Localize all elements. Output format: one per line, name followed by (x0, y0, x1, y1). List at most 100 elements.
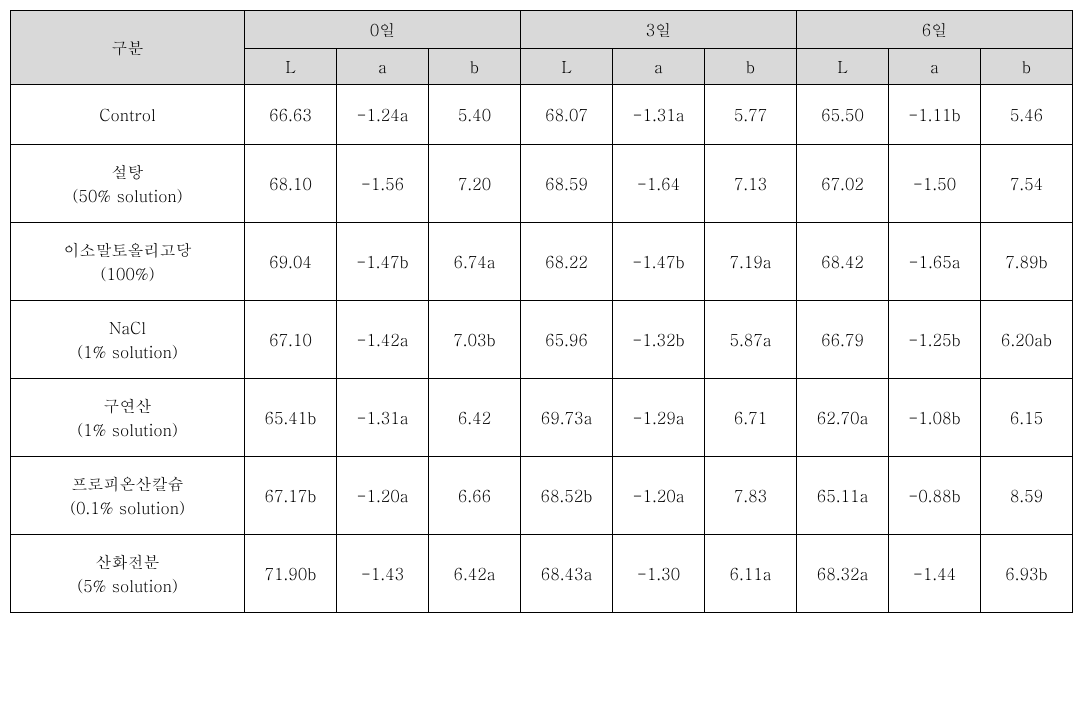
data-cell: -1.31a (613, 85, 705, 145)
data-cell: -1.20a (613, 457, 705, 535)
data-cell: -1.42a (337, 301, 429, 379)
data-cell: 65.11a (797, 457, 889, 535)
data-cell: -1.44 (889, 535, 981, 613)
data-cell: -1.29a (613, 379, 705, 457)
data-cell: -1.24a (337, 85, 429, 145)
data-cell: 6.71 (705, 379, 797, 457)
row-label-sub: (1% solution) (11, 340, 244, 364)
data-cell: 7.83 (705, 457, 797, 535)
row-label-sub: (0.1% solution) (11, 496, 244, 520)
data-cell: -1.32b (613, 301, 705, 379)
data-cell: 67.17b (245, 457, 337, 535)
data-cell: 5.46 (981, 85, 1073, 145)
data-cell: -1.64 (613, 145, 705, 223)
row-label-main: 이소말토올리고당 (11, 238, 244, 262)
row-label: 프로피온산칼슘(0.1% solution) (11, 457, 245, 535)
data-cell: 8.59 (981, 457, 1073, 535)
data-cell: 68.52b (521, 457, 613, 535)
data-cell: 66.63 (245, 85, 337, 145)
data-cell: 69.73a (521, 379, 613, 457)
row-label-main: NaCl (11, 316, 244, 340)
data-cell: 69.04 (245, 223, 337, 301)
data-cell: 66.79 (797, 301, 889, 379)
row-label: 구연산(1% solution) (11, 379, 245, 457)
header-sub-2L: L (797, 49, 889, 85)
row-label: 설탕(50% solution) (11, 145, 245, 223)
data-cell: 62.70a (797, 379, 889, 457)
header-sub-1b: b (705, 49, 797, 85)
data-cell: 71.90b (245, 535, 337, 613)
data-cell: 68.22 (521, 223, 613, 301)
data-cell: 65.50 (797, 85, 889, 145)
data-cell: 5.77 (705, 85, 797, 145)
table-row: NaCl(1% solution)67.10-1.42a7.03b65.96-1… (11, 301, 1073, 379)
data-cell: -1.20a (337, 457, 429, 535)
data-cell: 68.43a (521, 535, 613, 613)
data-cell: 65.96 (521, 301, 613, 379)
data-cell: -1.25b (889, 301, 981, 379)
data-table: 구분 0일 3일 6일 L a b L a b L a b Control66.… (10, 10, 1073, 613)
header-sub-2a: a (889, 49, 981, 85)
row-label: Control (11, 85, 245, 145)
row-label-main: 설탕 (11, 160, 244, 184)
row-label: 이소말토올리고당(100%) (11, 223, 245, 301)
header-sub-0b: b (429, 49, 521, 85)
row-label-sub: (100%) (11, 262, 244, 286)
table-row: 이소말토올리고당(100%)69.04-1.47b6.74a68.22-1.47… (11, 223, 1073, 301)
data-cell: 6.74a (429, 223, 521, 301)
data-cell: 5.40 (429, 85, 521, 145)
data-cell: 68.42 (797, 223, 889, 301)
table-row: 구연산(1% solution)65.41b-1.31a6.4269.73a-1… (11, 379, 1073, 457)
header-sub-2b: b (981, 49, 1073, 85)
data-cell: -1.11b (889, 85, 981, 145)
header-sub-0a: a (337, 49, 429, 85)
data-cell: -1.31a (337, 379, 429, 457)
data-cell: 68.59 (521, 145, 613, 223)
table-row: 프로피온산칼슘(0.1% solution)67.17b-1.20a6.6668… (11, 457, 1073, 535)
table-body: Control66.63-1.24a5.4068.07-1.31a5.7765.… (11, 85, 1073, 613)
data-cell: -1.56 (337, 145, 429, 223)
row-label-sub: (1% solution) (11, 418, 244, 442)
table-row: 산화전분(5% solution)71.90b-1.436.42a68.43a-… (11, 535, 1073, 613)
data-cell: 6.42a (429, 535, 521, 613)
data-cell: -1.43 (337, 535, 429, 613)
table-row: 설탕(50% solution)68.10-1.567.2068.59-1.64… (11, 145, 1073, 223)
data-cell: 7.89b (981, 223, 1073, 301)
data-cell: -1.65a (889, 223, 981, 301)
row-label-main: Control (11, 103, 244, 127)
data-cell: 6.42 (429, 379, 521, 457)
data-cell: 6.15 (981, 379, 1073, 457)
data-cell: 6.93b (981, 535, 1073, 613)
data-cell: -1.47b (613, 223, 705, 301)
data-cell: -1.30 (613, 535, 705, 613)
data-cell: -0.88b (889, 457, 981, 535)
data-cell: -1.50 (889, 145, 981, 223)
header-sub-0L: L (245, 49, 337, 85)
data-cell: 5.87a (705, 301, 797, 379)
header-row-groups: 구분 0일 3일 6일 (11, 11, 1073, 49)
data-cell: 7.19a (705, 223, 797, 301)
row-label-main: 산화전분 (11, 550, 244, 574)
data-cell: 6.66 (429, 457, 521, 535)
data-cell: 67.02 (797, 145, 889, 223)
header-rowlabel: 구분 (11, 11, 245, 85)
data-cell: 7.54 (981, 145, 1073, 223)
data-cell: 67.10 (245, 301, 337, 379)
row-label-sub: (50% solution) (11, 184, 244, 208)
row-label: 산화전분(5% solution) (11, 535, 245, 613)
header-sub-1L: L (521, 49, 613, 85)
header-sub-1a: a (613, 49, 705, 85)
data-cell: -1.08b (889, 379, 981, 457)
row-label-main: 프로피온산칼슘 (11, 472, 244, 496)
header-group-1: 3일 (521, 11, 797, 49)
row-label-main: 구연산 (11, 394, 244, 418)
data-cell: 68.10 (245, 145, 337, 223)
row-label: NaCl(1% solution) (11, 301, 245, 379)
data-cell: 68.32a (797, 535, 889, 613)
table-header: 구분 0일 3일 6일 L a b L a b L a b (11, 11, 1073, 85)
data-cell: 6.20ab (981, 301, 1073, 379)
data-cell: 65.41b (245, 379, 337, 457)
data-cell: 7.20 (429, 145, 521, 223)
header-group-0: 0일 (245, 11, 521, 49)
data-cell: 6.11a (705, 535, 797, 613)
